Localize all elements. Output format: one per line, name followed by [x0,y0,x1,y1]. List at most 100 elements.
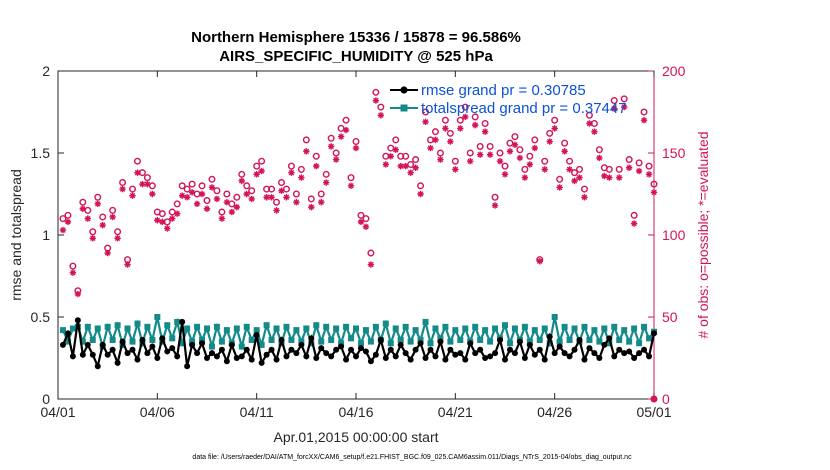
possible-obs-marker [79,198,87,206]
rmse-point [387,346,394,353]
rmse-point [169,345,176,352]
rmse-point [268,346,275,353]
totalspread-point [556,338,563,345]
evaluated-obs-marker [635,167,643,175]
evaluated-obs-marker [258,167,265,175]
possible-obs-marker [143,174,151,182]
rmse-point [452,351,459,358]
totalspread-point [561,323,568,330]
totalspread-point [333,325,340,332]
evaluated-obs-marker [650,189,658,196]
evaluated-obs-marker [203,205,211,212]
possible-obs-marker [590,119,598,127]
totalspread-point [134,320,141,327]
totalspread-point [169,335,176,342]
rmse-point [273,356,280,363]
rmse-point [417,340,424,347]
evaluated-obs-marker [357,218,365,226]
rmse-point [531,351,538,358]
rmse-point [303,353,310,360]
rmse-point [134,356,141,363]
possible-obs-marker [456,116,464,124]
evaluated-obs-marker [596,154,603,162]
totalspread-point [586,336,593,343]
evaluated-obs-marker [392,146,399,153]
rmse-point [546,333,553,340]
y-axis-label: rmse and totalspread [8,169,24,301]
possible-obs-marker [357,211,365,219]
rmse-series [59,317,657,370]
rmse-point [631,355,638,361]
rmse-point [357,345,364,352]
totalspread-point [636,340,643,347]
rmse-point [223,358,230,365]
y-right-axis-label: # of obs: o=possible; *=evaluated [695,131,711,338]
rmse-point [502,356,508,363]
rmse-point [372,351,379,358]
rmse-point [437,338,444,345]
totalspread-point [631,325,638,332]
possible-obs-marker [630,211,638,219]
evaluated-obs-marker [362,223,370,230]
totalspread-point [432,325,439,332]
x-axis-ticks: 04/01 04/06 04/11 04/16 04/21 04/26 05/01 [40,71,672,420]
totalspread-point [313,322,320,329]
evaluated-obs-marker [64,218,72,226]
rmse-point [174,353,181,360]
possible-obs-marker [412,156,420,164]
rmse-point [626,348,633,355]
possible-obs-marker [99,213,107,221]
evaluated-obs-marker [337,133,345,140]
evaluated-obs-marker [238,177,245,185]
evaluated-obs-marker [268,194,275,201]
totalspread-point [581,323,588,330]
totalspread-point [452,327,459,334]
possible-obs-marker [491,193,499,201]
rmse-point [402,350,409,357]
evaluated-obs-marker [501,171,509,178]
possible-obs-marker [610,97,618,105]
rmse-point [154,355,161,361]
rmse-point [333,346,340,353]
rmse-point [427,346,434,353]
totalspread-point [541,325,548,332]
rmse-point [651,330,657,337]
totalspread-point [303,325,310,332]
possible-obs-marker [278,179,286,187]
possible-obs-marker [367,249,375,257]
evaluated-obs-marker [467,158,474,165]
possible-obs-marker [69,262,77,270]
rmse-point [59,341,66,348]
evaluated-obs-marker [313,162,320,170]
rmse-point [293,350,300,357]
totalspread-point [194,323,201,330]
totalspread-point [372,323,379,330]
rmse-point [114,359,121,366]
possible-obs-marker [580,185,588,193]
evaluated-obs-marker [382,161,389,168]
totalspread-point [104,323,111,330]
totalspread-point [164,322,171,329]
totalspread-point [213,323,220,330]
rmse-point [556,343,563,350]
evaluated-obs-marker [526,161,534,168]
rmse-point [616,346,623,353]
totalspread-point [417,336,424,343]
evaluated-obs-marker [154,217,161,224]
evaluated-obs-marker [442,125,449,132]
totalspread-point [328,336,335,343]
possible-obs-marker [243,182,251,190]
rmse-point [318,345,325,352]
y-tick-label: 0 [42,391,50,407]
possible-obs-marker [203,197,211,205]
evaluated-obs-marker [139,180,146,188]
evaluated-obs-marker [372,97,380,104]
possible-obs-marker [446,129,454,137]
possible-obs-marker [307,195,315,203]
totalspread-point [308,340,315,347]
totalspread-point [293,327,300,334]
rmse-point [581,356,588,363]
evaluated-obs-marker [536,258,543,265]
totalspread-point [288,336,295,343]
totalspread-point [442,323,449,330]
